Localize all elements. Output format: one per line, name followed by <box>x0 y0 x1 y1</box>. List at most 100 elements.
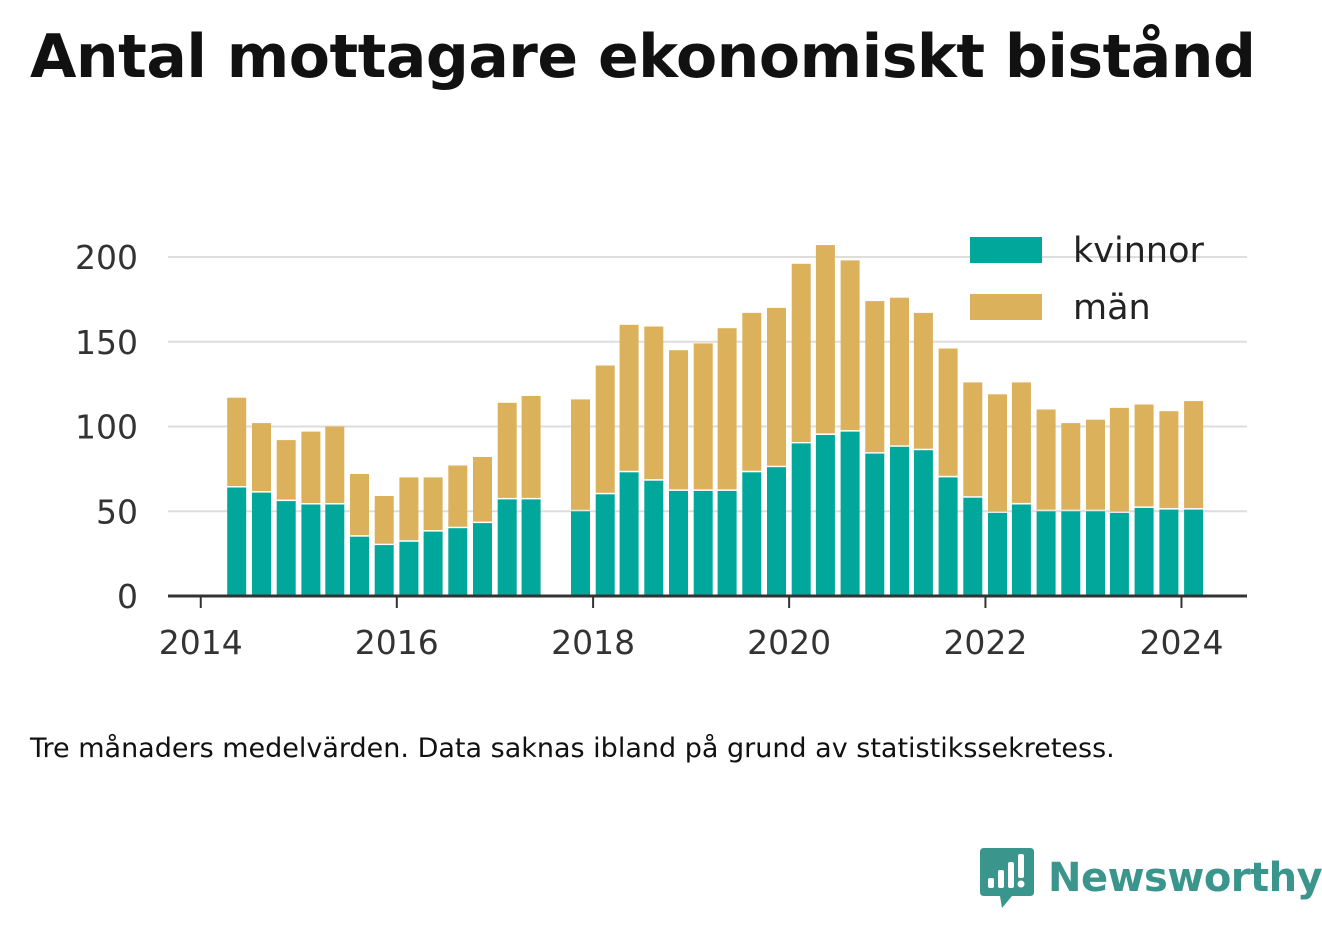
bar-kvinnor <box>1086 511 1105 597</box>
bar-kvinnor <box>227 487 247 596</box>
y-tick-label: 100 <box>75 408 138 447</box>
bar-kvinnor <box>840 431 860 596</box>
bar-kvinnor <box>865 453 885 596</box>
bar-man <box>423 477 443 531</box>
bar-man <box>890 297 909 446</box>
bar-man <box>1134 404 1154 507</box>
bar-kvinnor <box>669 490 688 596</box>
bar-chart-speech-bubble-icon <box>980 848 1034 908</box>
bar-man <box>963 382 983 497</box>
bar-kvinnor <box>1036 511 1056 597</box>
footnote: Tre månaders medelvärden. Data saknas ib… <box>30 733 1115 764</box>
bar-kvinnor <box>988 512 1007 596</box>
bar-man <box>865 301 885 453</box>
bar-kvinnor <box>448 528 468 596</box>
bar-kvinnor <box>717 490 737 596</box>
bar-kvinnor <box>571 511 590 597</box>
bar-kvinnor <box>1109 512 1129 596</box>
bar-kvinnor <box>1061 511 1081 597</box>
bar-man <box>1159 411 1179 508</box>
y-tick-label: 150 <box>75 323 138 362</box>
bar-kvinnor <box>325 504 345 596</box>
bar-man <box>988 394 1007 512</box>
x-tick-label: 2024 <box>1139 623 1223 662</box>
bar-kvinnor <box>890 446 909 596</box>
legend-label-kvinnor: kvinnor <box>1073 231 1204 271</box>
bar-kvinnor <box>1184 509 1204 596</box>
bar-man <box>644 326 664 480</box>
bar-kvinnor <box>1011 504 1031 596</box>
bar-man <box>840 260 860 431</box>
bar-man <box>374 496 394 544</box>
y-tick-label: 0 <box>117 577 138 616</box>
x-tick-label: 2020 <box>747 623 831 662</box>
bar-kvinnor <box>742 472 762 596</box>
bar-kvinnor <box>791 443 811 596</box>
bar-kvinnor <box>938 477 958 596</box>
bar-kvinnor <box>301 504 321 596</box>
bar-man <box>1061 423 1081 510</box>
bar-man <box>791 263 811 442</box>
bar-kvinnor <box>423 531 443 596</box>
bar-kvinnor <box>1134 507 1154 596</box>
legend-swatch-man <box>970 294 1042 320</box>
bar-man <box>571 399 590 510</box>
bar-man <box>448 465 468 527</box>
legend: kvinnor män <box>970 231 1204 328</box>
legend-label-man: män <box>1073 288 1151 328</box>
bar-man <box>669 350 688 490</box>
chart: 0 50 100 150 200 2014 2016 2018 2020 2022 2024 kv… <box>75 231 1247 662</box>
bar-kvinnor <box>693 490 713 596</box>
y-tick-label: 50 <box>96 492 138 531</box>
bar-kvinnor <box>619 472 639 596</box>
bar-kvinnor <box>963 497 983 596</box>
bar-kvinnor <box>276 501 296 596</box>
x-tick-label: 2022 <box>943 623 1027 662</box>
bar-man <box>301 431 321 503</box>
bar-kvinnor <box>497 499 517 596</box>
bar-man <box>938 348 958 476</box>
y-tick-label: 200 <box>75 238 138 277</box>
bar-man <box>227 397 247 486</box>
legend-swatch-kvinnor <box>970 237 1042 263</box>
bar-kvinnor <box>252 492 271 596</box>
bar-man <box>619 324 639 471</box>
bar-man <box>473 457 492 522</box>
y-tick-labels: 0 50 100 150 200 <box>75 238 138 616</box>
bar-man <box>693 343 713 490</box>
bar-kvinnor <box>1159 509 1179 596</box>
brand-name: Newsworthy <box>1048 855 1322 901</box>
bar-kvinnor <box>473 523 492 596</box>
x-tick-label: 2014 <box>159 623 243 662</box>
bar-man <box>325 426 345 503</box>
brand-logo: Newsworthy <box>978 846 1322 910</box>
bar-kvinnor <box>644 480 664 596</box>
bar-kvinnor <box>913 450 933 596</box>
bar-kvinnor <box>595 494 615 596</box>
bar-man <box>521 396 541 498</box>
bar-kvinnor <box>374 545 394 596</box>
bars <box>227 245 1204 597</box>
bar-man <box>252 423 271 492</box>
bar-man <box>717 328 737 490</box>
bar-man <box>1184 401 1204 509</box>
x-tick-label: 2016 <box>355 623 439 662</box>
bar-man <box>1011 382 1031 503</box>
bar-man <box>595 365 615 493</box>
chart-title: Antal mottagare ekonomiskt bistånd <box>30 22 1256 92</box>
bar-kvinnor <box>521 499 541 596</box>
bar-man <box>1086 419 1105 510</box>
bar-man <box>399 477 419 541</box>
bar-man <box>815 245 835 434</box>
x-tick-label: 2018 <box>551 623 635 662</box>
bar-man <box>1109 407 1129 512</box>
bar-man <box>767 307 786 466</box>
bar-man <box>276 440 296 500</box>
bar-man <box>913 312 933 449</box>
bar-man <box>1036 409 1056 510</box>
bar-kvinnor <box>767 467 786 596</box>
bar-kvinnor <box>399 541 419 596</box>
bar-man <box>742 312 762 471</box>
bar-man <box>350 474 369 536</box>
bar-kvinnor <box>815 435 835 596</box>
